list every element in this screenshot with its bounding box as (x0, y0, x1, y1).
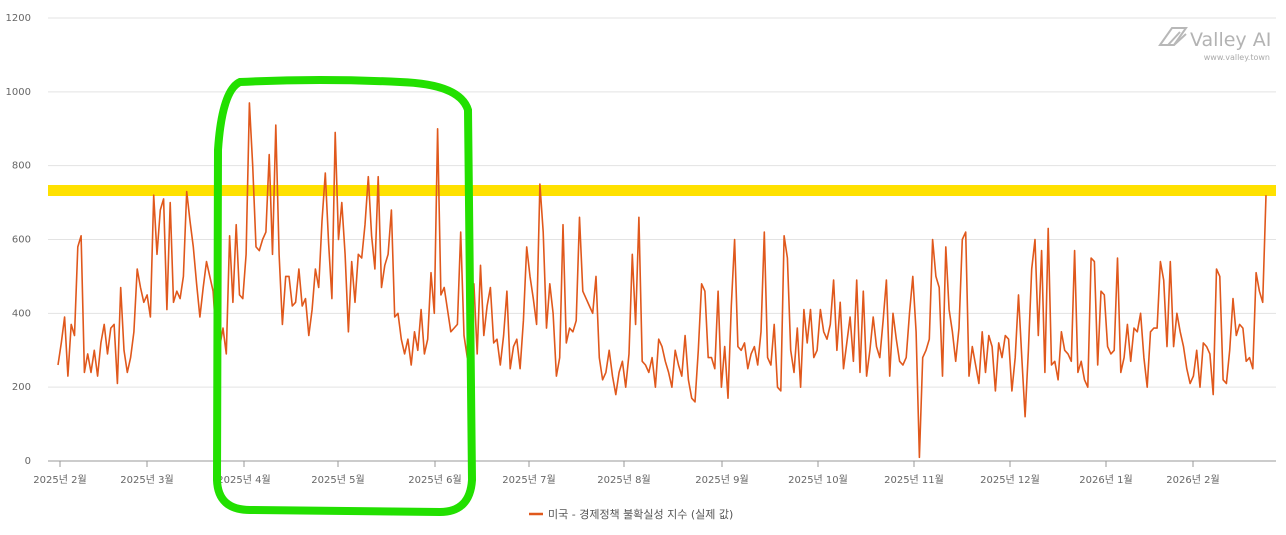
x-tick-label: 2025년 8월 (597, 474, 650, 486)
x-tick-label: 2025년 9월 (695, 474, 748, 486)
x-tick-label: 2025년 2월 (33, 474, 86, 486)
x-tick-label: 2025년 12월 (980, 474, 1040, 486)
x-tick-label: 2026년 1월 (1079, 474, 1132, 486)
y-tick-label: 1200 (6, 13, 31, 24)
x-axis-ticks: 2025년 2월 2025년 3월 2025년 4월 2025년 5월 2025년 6월… (33, 461, 1220, 486)
x-tick-label: 2025년 4월 (217, 474, 270, 486)
x-tick-label: 2025년 10월 (788, 474, 848, 486)
y-axis-ticks: 0 200 400 600 800 1000 1200 (6, 13, 31, 467)
x-tick-label: 2025년 3월 (120, 474, 173, 486)
y-tick-label: 0 (25, 456, 31, 467)
series-line (57, 102, 1267, 459)
x-tick-label: 2026년 2월 (1166, 474, 1219, 486)
x-tick-label: 2025년 5월 (311, 474, 364, 486)
y-tick-label: 200 (12, 382, 31, 393)
watermark-brand: Valley AI (1190, 29, 1271, 51)
y-tick-label: 1000 (6, 87, 31, 98)
y-tick-label: 400 (12, 308, 31, 319)
watermark-url: www.valley.town (1204, 53, 1270, 62)
legend-label: 미국 - 경제정책 불확실성 지수 (실제 값) (548, 508, 733, 521)
y-tick-label: 800 (12, 161, 31, 172)
valley-logo-icon (1158, 27, 1188, 46)
watermark: Valley AI www.valley.town (1158, 27, 1271, 62)
highlight-band (48, 185, 1276, 196)
y-tick-label: 600 (12, 235, 31, 246)
legend: 미국 - 경제정책 불확실성 지수 (실제 값) (529, 508, 733, 521)
x-tick-label: 2025년 11월 (884, 474, 944, 486)
x-tick-label: 2025년 6월 (408, 474, 461, 486)
x-tick-label: 2025년 7월 (502, 474, 555, 486)
highlight-box (212, 76, 477, 517)
